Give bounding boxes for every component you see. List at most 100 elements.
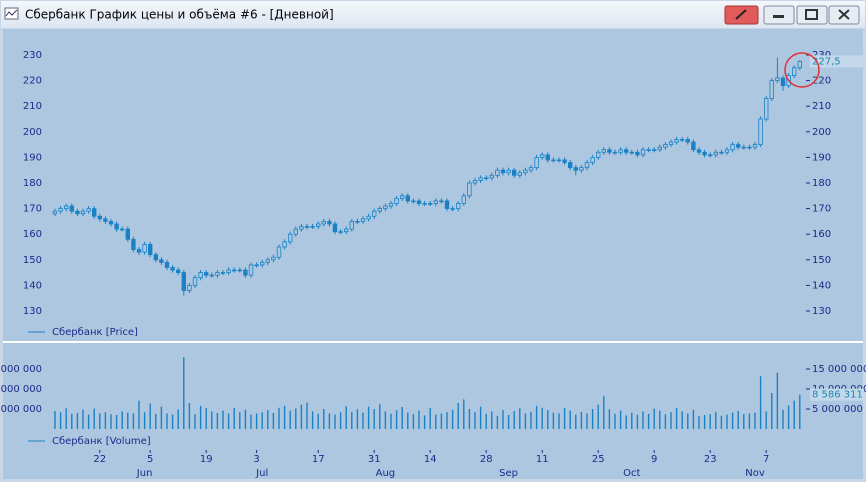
volume-bar — [166, 413, 168, 429]
window-title: Сбербанк График цены и объёма #6 - [Днев… — [25, 8, 334, 22]
volume-bar — [127, 412, 129, 429]
candle-body — [562, 159, 567, 163]
candle-body — [209, 274, 214, 277]
candle-body — [265, 259, 270, 263]
volume-bar — [664, 414, 667, 429]
volume-bar — [687, 413, 689, 429]
candle-body — [181, 272, 186, 291]
candle-body — [573, 167, 578, 171]
volume-bar — [334, 414, 336, 429]
candle-body — [551, 159, 556, 162]
volume-bar — [71, 413, 73, 429]
candle-body — [702, 151, 707, 156]
candle-body — [304, 226, 310, 228]
candle-body — [371, 210, 377, 217]
candle-body — [120, 228, 125, 231]
candle-body — [640, 149, 646, 156]
candle-body — [635, 151, 640, 156]
volume-bar — [76, 413, 79, 429]
volume-bar — [614, 413, 616, 429]
volume-bar — [720, 415, 723, 429]
app-icon-graph — [5, 9, 18, 17]
volume-bar — [463, 399, 465, 429]
candle-body — [601, 149, 606, 153]
volume-bar — [267, 410, 269, 429]
volume-bar — [183, 357, 185, 429]
volume-bar — [395, 410, 398, 429]
volume-bar — [160, 406, 163, 429]
candle-body — [405, 195, 410, 202]
volume-bar — [754, 412, 756, 429]
volume-bar — [743, 414, 745, 429]
candle-body — [517, 172, 522, 176]
candle-body — [327, 220, 332, 225]
volume-bar — [233, 407, 235, 429]
volume-bar — [317, 413, 319, 429]
volume-bar — [731, 412, 734, 429]
y-tick-label: 130 — [812, 306, 831, 317]
volume-bar — [244, 409, 247, 429]
volume-bar — [703, 415, 706, 429]
volume-bar — [776, 372, 779, 429]
volume-bar — [552, 412, 555, 429]
volume-bar — [451, 409, 454, 429]
candle-body — [125, 228, 130, 240]
candle-body — [680, 139, 685, 141]
y-tick-label: 220 — [23, 76, 42, 87]
y-tick-label: 200 — [812, 127, 831, 138]
volume-bar — [647, 413, 650, 429]
volume-bar — [255, 413, 258, 429]
volume-bar — [412, 414, 415, 429]
volume-bar — [250, 414, 252, 429]
volume-bar — [418, 410, 420, 429]
volume-bar — [591, 409, 594, 429]
candle-body — [293, 228, 298, 235]
y-tick-label: 130 — [23, 306, 42, 317]
month-label: Jun — [136, 468, 153, 479]
candle-body — [349, 220, 354, 230]
candle-body — [523, 169, 528, 174]
candle-body — [758, 118, 763, 146]
month-label: Nov — [745, 468, 765, 479]
candle-body — [215, 272, 220, 276]
volume-bar — [793, 400, 795, 429]
minimize-icon — [773, 15, 784, 18]
volume-bar — [110, 414, 112, 429]
candle-body — [80, 210, 86, 215]
candle-body — [528, 167, 534, 171]
candle-body — [131, 238, 136, 250]
candle-body — [467, 182, 472, 197]
volume-bar — [580, 411, 583, 429]
volume-bar — [227, 413, 230, 429]
volume-bar — [709, 414, 711, 429]
candle-body — [92, 208, 97, 217]
volume-bar — [65, 408, 67, 429]
candle-body — [668, 141, 674, 145]
volume-bar — [306, 402, 308, 429]
volume-bar — [59, 412, 62, 429]
y-tick-label: 150 — [23, 255, 42, 266]
y-tick-label: 210 — [23, 101, 42, 112]
volume-bar — [194, 414, 196, 429]
maximize-button[interactable] — [796, 5, 828, 25]
volume-bar — [575, 414, 577, 429]
candle-body — [545, 154, 550, 161]
y-tick-label: 190 — [812, 152, 831, 163]
volume-bar — [737, 411, 739, 429]
volume-bar — [54, 411, 56, 429]
volume-bar — [311, 411, 314, 429]
candle-body — [719, 151, 724, 154]
candle-body — [237, 269, 242, 272]
candle-body — [730, 144, 735, 151]
candle-body — [629, 151, 634, 154]
candle-body — [164, 261, 170, 268]
candle-body — [579, 167, 584, 171]
candle-body — [607, 149, 612, 153]
candle-body — [338, 231, 343, 233]
plot: 130 130 140 140 150 150 160 160 170 170 180 180 190 1… — [0, 50, 866, 479]
candle-body — [388, 203, 394, 207]
last-value-box — [810, 388, 864, 401]
last-value-box — [810, 55, 864, 68]
candle-body — [321, 220, 326, 225]
volume-bar — [569, 410, 571, 429]
